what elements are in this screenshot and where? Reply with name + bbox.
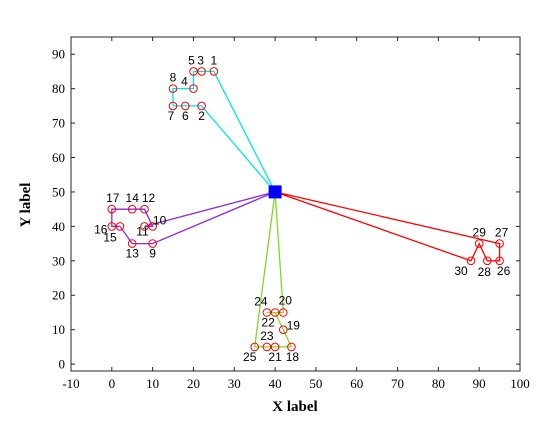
depot-marker	[268, 185, 282, 199]
point-label-7: 7	[168, 109, 175, 123]
customer-point-6	[181, 101, 190, 111]
customer-point-5	[189, 67, 198, 76]
customer-point-24	[262, 308, 272, 317]
y-axis-ticks: 0 10 20 30 40 50 60 70 80 90	[52, 47, 520, 372]
customer-point-18	[287, 342, 296, 352]
route-line-2	[111, 191, 276, 245]
point-label-10: 10	[153, 213, 167, 227]
customer-point-23	[262, 342, 272, 352]
x-tick-label: 10	[146, 376, 159, 391]
point-label-5: 5	[188, 53, 195, 67]
customer-point-25	[250, 342, 259, 352]
point-label-12: 12	[142, 191, 156, 205]
point-label-18: 18	[286, 350, 300, 364]
customer-point-28	[483, 256, 492, 266]
x-axis-label: X label	[272, 399, 317, 415]
point-label-21: 21	[268, 350, 282, 364]
customer-point-10	[148, 222, 157, 231]
route-line-4	[274, 191, 501, 262]
customer-point-27	[495, 239, 504, 248]
point-label-9: 9	[149, 247, 156, 261]
y-tick-label: 70	[52, 116, 65, 131]
point-label-24: 24	[254, 295, 268, 309]
customer-point-29	[474, 239, 484, 248]
point-label-17: 17	[106, 191, 120, 205]
point-label-28: 28	[478, 265, 492, 279]
customer-point-8	[168, 84, 178, 93]
point-label-16: 16	[94, 222, 108, 236]
x-tick-label: -10	[62, 376, 79, 391]
y-tick-label: 10	[52, 322, 65, 337]
customer-point-14	[127, 204, 137, 214]
point-label-11: 11	[136, 224, 149, 238]
point-label-25: 25	[243, 350, 257, 364]
x-tick-label: 60	[350, 376, 363, 391]
point-label-8: 8	[170, 71, 177, 85]
point-label-2: 2	[198, 109, 205, 123]
customer-point-7	[168, 101, 178, 111]
customer-point-11	[140, 222, 149, 231]
point-label-22: 22	[261, 316, 275, 330]
customer-point-20	[279, 308, 288, 317]
customer-point-9	[148, 239, 157, 248]
x-tick-label: 50	[309, 376, 322, 391]
customer-point-1	[209, 67, 219, 76]
routes-layer	[111, 70, 501, 348]
y-tick-label: 20	[52, 288, 65, 303]
point-label-27: 27	[495, 226, 509, 240]
customer-point-17	[107, 204, 117, 214]
point-label-6: 6	[182, 109, 189, 123]
x-tick-label: 0	[109, 376, 116, 391]
customer-point-30	[466, 256, 476, 266]
x-tick-label: 100	[510, 376, 530, 391]
x-axis-ticks: -10 0 10 20 30 40 50 60 70 80 90 100	[62, 37, 530, 391]
customer-point-4	[189, 84, 198, 93]
point-label-1: 1	[211, 53, 218, 67]
y-tick-label: 40	[52, 219, 65, 234]
route-line-3	[253, 191, 293, 348]
point-label-3: 3	[197, 53, 204, 67]
x-tick-label: 40	[269, 376, 282, 391]
point-label-30: 30	[454, 264, 468, 278]
point-label-14: 14	[126, 191, 140, 205]
customer-point-21	[270, 342, 280, 352]
y-axis-label: Y label	[18, 183, 34, 228]
plot-frame	[70, 36, 521, 372]
points-layer: 1234567891011121314151617181920212223242…	[94, 53, 511, 364]
x-tick-label: 30	[228, 376, 241, 391]
point-label-4: 4	[181, 75, 188, 89]
y-tick-label: 90	[52, 47, 65, 62]
point-label-26: 26	[497, 264, 511, 278]
y-tick-label: 60	[52, 150, 65, 165]
x-tick-label: 70	[391, 376, 404, 391]
customer-point-19	[279, 325, 288, 335]
customer-point-26	[495, 256, 504, 266]
route-line-1	[172, 70, 276, 193]
point-label-15: 15	[103, 230, 117, 244]
point-label-13: 13	[126, 247, 140, 261]
customer-point-2	[197, 101, 206, 111]
customer-point-12	[140, 204, 149, 214]
y-tick-label: 30	[52, 253, 65, 268]
y-tick-label: 50	[52, 184, 65, 199]
customer-point-16	[107, 222, 117, 231]
x-tick-label: 90	[473, 376, 486, 391]
customer-point-22	[270, 308, 280, 317]
y-tick-label: 80	[52, 81, 65, 96]
point-label-20: 20	[279, 294, 293, 308]
point-label-29: 29	[473, 226, 487, 240]
y-tick-label: 0	[59, 357, 66, 372]
point-label-23: 23	[260, 329, 274, 343]
point-label-19: 19	[287, 319, 301, 333]
customer-point-3	[197, 67, 206, 76]
x-tick-label: 20	[187, 376, 200, 391]
customer-point-15	[115, 222, 125, 231]
x-tick-label: 80	[432, 376, 445, 391]
customer-point-13	[127, 239, 137, 248]
